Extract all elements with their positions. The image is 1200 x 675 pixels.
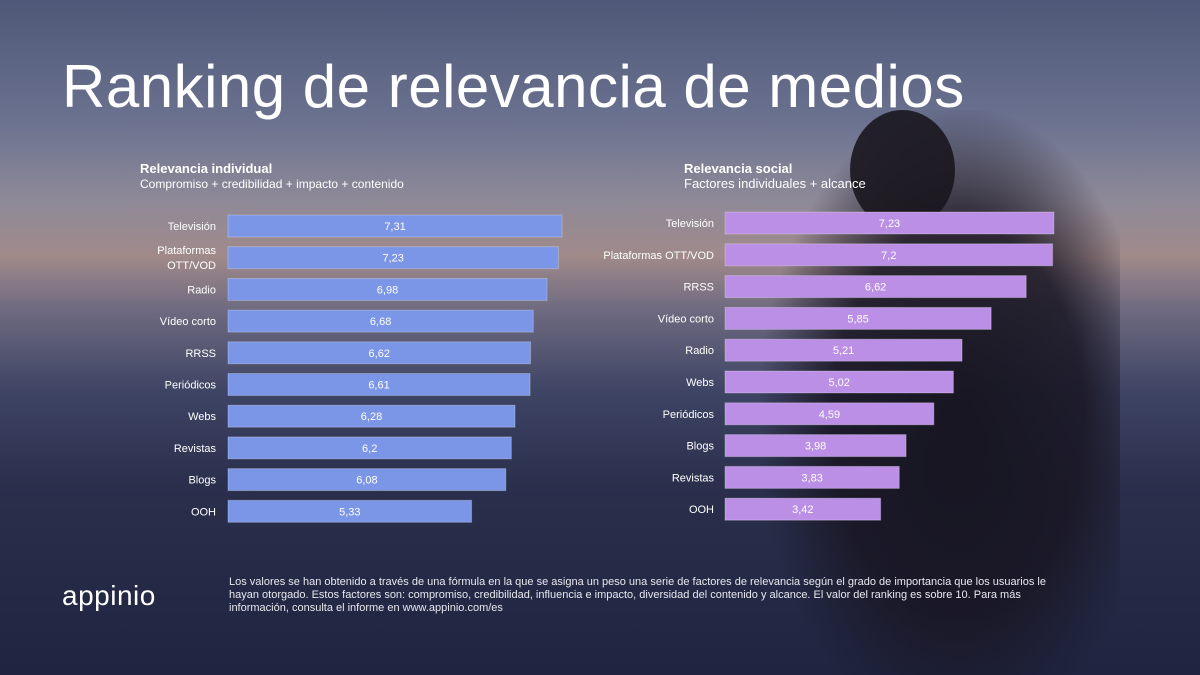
bar bbox=[227, 436, 512, 460]
category-label: Blogs bbox=[188, 475, 216, 487]
page-title: Ranking de relevancia de medios bbox=[62, 53, 965, 120]
category-label: Radio bbox=[187, 284, 216, 296]
category-label: Revistas bbox=[672, 472, 715, 484]
bar bbox=[724, 211, 1055, 235]
category-label: Revistas bbox=[174, 443, 217, 455]
category-label: Vídeo corto bbox=[658, 313, 714, 325]
bar-value-label: 7,2 bbox=[881, 250, 896, 262]
bar bbox=[724, 402, 935, 426]
bar bbox=[227, 373, 531, 396]
category-label: Televisión bbox=[168, 221, 216, 233]
bar-value-label: 5,33 bbox=[339, 506, 360, 518]
chart-subtitle-social: Factores individuales + alcance bbox=[684, 176, 866, 191]
bar-value-label: 3,42 bbox=[792, 504, 813, 516]
category-label: Periódicos bbox=[663, 409, 715, 421]
bar bbox=[724, 275, 1027, 299]
bar-value-label: 6,28 bbox=[361, 411, 382, 423]
bar bbox=[227, 341, 532, 365]
bar bbox=[227, 309, 534, 333]
category-label: RRSS bbox=[683, 282, 714, 294]
bar-value-label: 6,98 bbox=[377, 284, 398, 296]
bar-value-label: 3,98 bbox=[805, 441, 826, 453]
category-label: Vídeo corto bbox=[160, 316, 216, 328]
bar bbox=[227, 277, 548, 301]
bar bbox=[227, 246, 559, 270]
bar-value-label: 6,08 bbox=[356, 475, 377, 487]
bar bbox=[724, 338, 963, 362]
bar-value-label: 6,68 bbox=[370, 316, 391, 328]
chart-title-social: Relevancia social bbox=[684, 161, 793, 176]
bar bbox=[724, 465, 900, 489]
bar-value-label: 5,85 bbox=[847, 313, 868, 325]
chart-title-individual: Relevancia individual bbox=[140, 161, 273, 176]
category-label: Webs bbox=[686, 377, 714, 389]
bar bbox=[227, 214, 563, 238]
category-label: Periódicos bbox=[165, 380, 217, 392]
bar-value-label: 5,21 bbox=[833, 345, 854, 357]
category-label: Blogs bbox=[686, 441, 714, 453]
bar-value-label: 6,61 bbox=[368, 380, 389, 392]
footnote: Los valores se han obtenido a través de … bbox=[229, 576, 1046, 614]
bar-value-label: 7,31 bbox=[384, 221, 405, 233]
bar-value-label: 7,23 bbox=[382, 253, 403, 265]
category-label: Radio bbox=[685, 345, 714, 357]
category-label: OOH bbox=[191, 506, 216, 518]
category-label: RRSS bbox=[185, 348, 216, 360]
bar-value-label: 6,62 bbox=[369, 348, 390, 360]
bar bbox=[724, 306, 992, 330]
category-label: OOH bbox=[689, 504, 714, 516]
appinio-logo: appinio bbox=[62, 580, 156, 611]
bar bbox=[227, 404, 516, 428]
bar-value-label: 6,62 bbox=[865, 282, 886, 294]
bar bbox=[724, 370, 954, 394]
bar-value-label: 3,83 bbox=[801, 472, 822, 484]
bar-value-label: 7,23 bbox=[879, 218, 900, 230]
bar bbox=[227, 468, 507, 492]
bar bbox=[724, 434, 907, 458]
bar-value-label: 4,59 bbox=[819, 409, 840, 421]
bar-value-label: 5,02 bbox=[828, 377, 849, 389]
bar bbox=[724, 243, 1054, 267]
background-photo-head bbox=[850, 110, 955, 230]
chart-subtitle-individual: Compromiso + credibilidad + impacto + co… bbox=[140, 177, 404, 191]
bar bbox=[724, 497, 882, 521]
category-label: Televisión bbox=[666, 218, 714, 230]
category-label: Plataformas bbox=[157, 245, 216, 257]
bar bbox=[227, 499, 473, 523]
category-label: Plataformas OTT/VOD bbox=[603, 250, 714, 262]
bar-value-label: 6,2 bbox=[362, 443, 377, 455]
category-label: Webs bbox=[188, 411, 216, 423]
category-label: OTT/VOD bbox=[167, 260, 216, 272]
